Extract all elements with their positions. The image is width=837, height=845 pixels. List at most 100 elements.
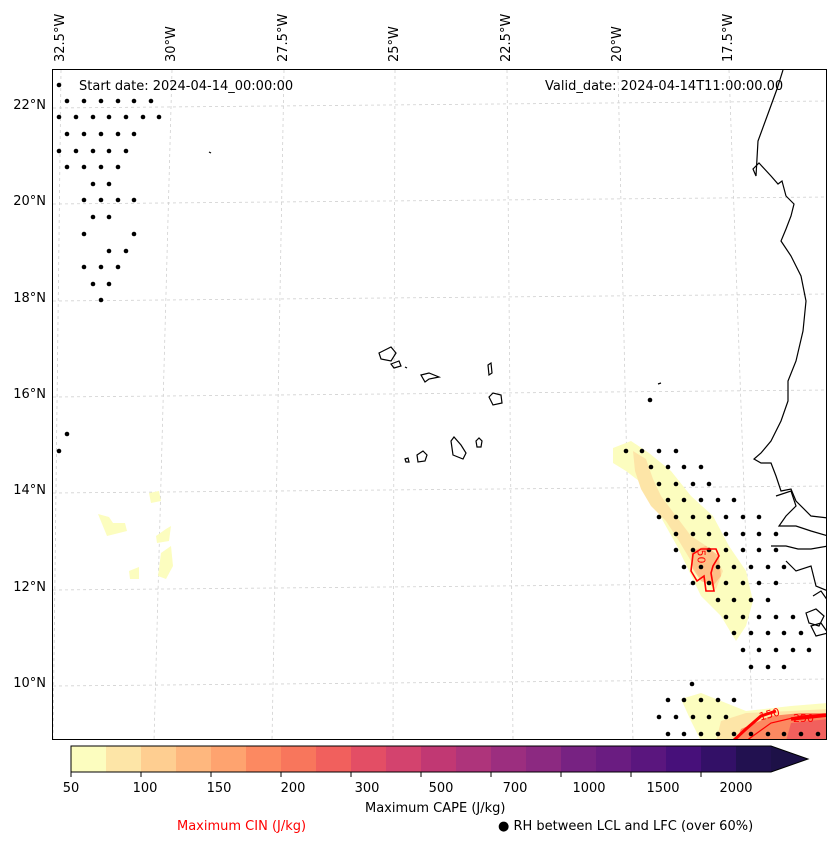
colorbar-segment (596, 746, 632, 772)
meridian (728, 70, 754, 739)
rh-dot (773, 614, 779, 620)
rh-dot (748, 564, 754, 570)
colorbar-segment (736, 746, 772, 772)
rh-dot (748, 664, 754, 670)
rh-dot (731, 697, 737, 703)
rh-dot (673, 448, 679, 454)
lat-label: 10°N (13, 676, 46, 691)
rh-dot (81, 197, 87, 203)
rh-dot (81, 98, 87, 104)
africa-coast (752, 70, 826, 519)
colorbar-title: Maximum CAPE (J/kg) (365, 801, 506, 816)
island-santo-antao (378, 346, 397, 362)
rh-dot (806, 647, 812, 653)
map-panel[interactable]: Start date: 2024-04-14_00:00:00 Valid_da… (52, 69, 827, 740)
rh-dot (690, 531, 696, 537)
colorbar-outline (70, 745, 810, 773)
rh-dot (773, 580, 779, 586)
rh-dot (765, 664, 771, 670)
rh-dot (798, 630, 804, 636)
rh-dot (123, 248, 129, 254)
rh-dot (81, 164, 87, 170)
rh-dot (698, 731, 704, 737)
africa-coast (812, 590, 826, 600)
rh-legend: ● RH between LCL and LFC (over 60%) (498, 819, 753, 834)
rh-dot (647, 397, 653, 403)
colorbar-ticks (70, 772, 702, 777)
rh-dot (740, 547, 746, 553)
colorbar-tick-label: 700 (502, 781, 528, 796)
rh-dot (115, 264, 121, 270)
rh-dot (690, 514, 696, 520)
rh-dot (131, 98, 137, 104)
cin-legend-label: Maximum CIN (J/kg) (177, 819, 307, 834)
rh-dot (64, 431, 70, 437)
cape-area-150 (691, 546, 721, 586)
colorbar-segment (141, 746, 177, 772)
rh-dot (90, 148, 96, 154)
rh-dot (673, 714, 679, 720)
rh-dot-icon: ● (498, 819, 510, 834)
rh-dot (706, 514, 712, 520)
rh-dot (698, 564, 704, 570)
rh-dot (740, 531, 746, 537)
rh-dot (731, 731, 737, 737)
rh-dot (115, 131, 121, 137)
island-sao-nicolau (420, 372, 442, 383)
rh-dot (156, 114, 162, 120)
rh-dot (64, 98, 70, 104)
rh-dot (690, 714, 696, 720)
rh-dot (673, 531, 679, 537)
rh-dot (748, 597, 754, 603)
rh-dot (98, 297, 104, 303)
rh-dot (673, 514, 679, 520)
rh-dot (106, 248, 112, 254)
colorbar-segment (631, 746, 667, 772)
colorbar-segment (386, 746, 422, 772)
rh-dot (681, 497, 687, 503)
colorbar-tick-label: 2000 (719, 781, 753, 796)
rh-dot (723, 714, 729, 720)
lon-label: 20°W (610, 26, 625, 62)
rh-dot (731, 497, 737, 503)
rh-dot (673, 481, 679, 487)
parallel (53, 678, 826, 687)
rh-dot (648, 464, 654, 470)
rh-dot (656, 714, 662, 720)
meridian (271, 70, 285, 739)
cape-shading (98, 441, 826, 739)
rh-dot (98, 197, 104, 203)
meridian (617, 70, 634, 739)
lon-label: 17.5°W (721, 13, 736, 62)
rh-dot (706, 481, 712, 487)
lon-label: 32.5°W (53, 13, 68, 62)
meridian (53, 70, 62, 739)
cin-contour-label: 50 (694, 549, 708, 564)
rh-dot (123, 148, 129, 154)
cin-contour-label: 250 (793, 712, 814, 725)
rh-dot (765, 630, 771, 636)
rh-dot (681, 564, 687, 570)
rh-legend-label: RH between LCL and LFC (over 60%) (513, 819, 754, 834)
rh-dot (715, 597, 721, 603)
cin-contour-250 (790, 713, 826, 721)
rh-dot (98, 164, 104, 170)
rh-dot (106, 214, 112, 220)
rh-dot (131, 231, 137, 237)
rh-dot (698, 464, 704, 470)
lon-label: 22.5°W (499, 13, 514, 62)
colorbar-segment (71, 746, 107, 772)
cape-area-50 (98, 514, 127, 536)
valid-date: Valid_date: 2024-04-14T11:00:00.00 (545, 79, 784, 94)
cin-contours (690, 548, 826, 739)
rh-dot (781, 630, 787, 636)
rh-dot (798, 731, 804, 737)
lat-label: 18°N (13, 291, 46, 306)
rh-dot (81, 231, 87, 237)
rh-dot (773, 547, 779, 553)
rh-dot (665, 464, 671, 470)
rh-dot (748, 630, 754, 636)
colorbar-segment (281, 746, 317, 772)
colorbar-segment (561, 746, 597, 772)
rh-dot (56, 148, 62, 154)
